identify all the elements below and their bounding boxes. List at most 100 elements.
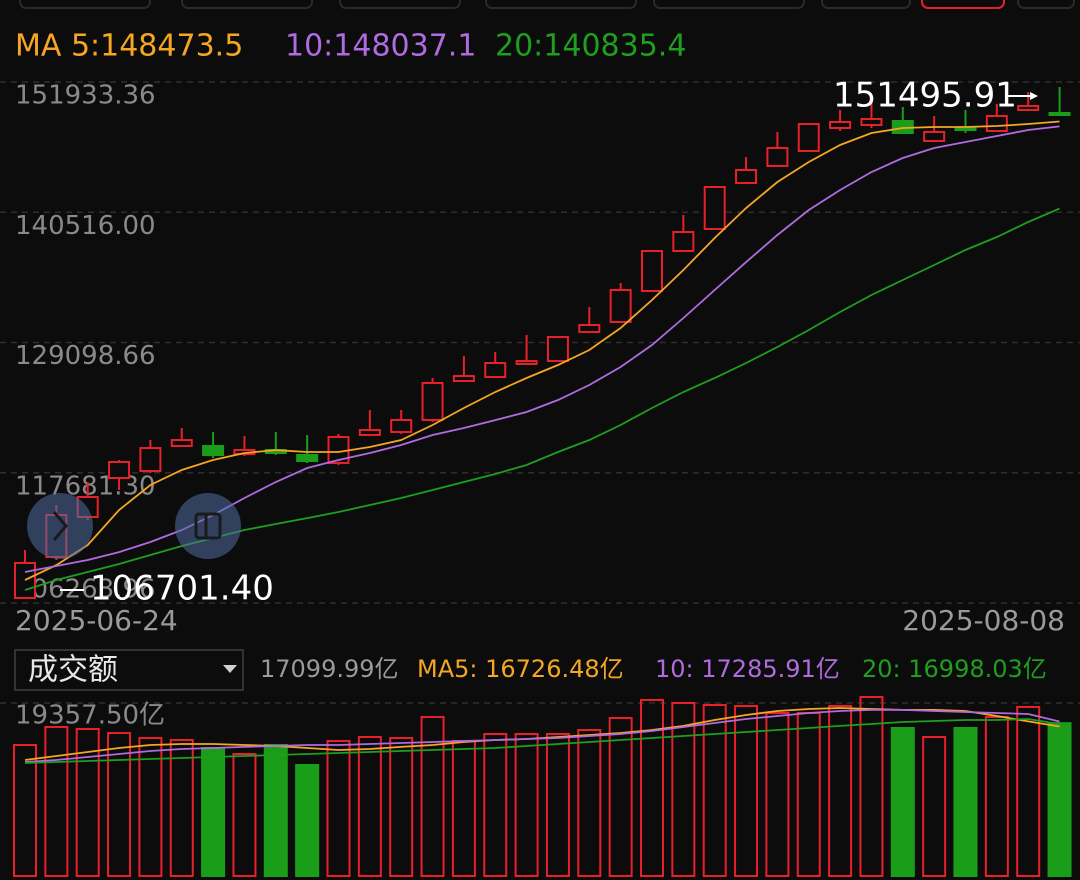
volume-bar [702,703,727,878]
volume-bar [765,711,790,878]
volume-bar [514,732,539,877]
candle-body [672,231,695,253]
current-volume: 17099.99亿 [260,655,399,683]
x-tick-label: 2025-08-08 [902,604,1065,637]
volume-bar [671,701,696,877]
volume-chart: 19357.50亿 17099.99亿 MA5: 16726.48亿 10: 1728… [0,655,1080,878]
volume-bar [545,732,570,877]
volume-bar [357,735,382,877]
volume-bar [890,726,915,877]
candle-body [1017,105,1040,111]
legend-entry: MA5: 16726.48亿 [417,655,624,683]
candle-body [390,419,413,434]
volume-bar [953,726,978,877]
volume-bar [734,704,759,877]
candle-body [139,447,162,473]
volume-bar [389,736,414,877]
volume-bar [1016,705,1041,877]
candle-body [515,360,538,366]
candle-body [829,121,852,130]
tab[interactable] [485,0,637,9]
candle-body [735,169,758,185]
volume-bar [75,727,100,878]
volume-bar [1047,722,1072,877]
candle-body [860,118,883,127]
ma-line [24,120,1060,581]
indicator-dropdown[interactable] [14,649,244,691]
legend-entry: 20: 16998.03亿 [862,655,1047,683]
max-annotation: 151495.91 [833,76,1017,116]
candle-body [546,336,569,363]
volume-bar [984,715,1009,877]
legend-entry: 10: 17285.91亿 [655,655,840,683]
volume-bar [420,715,445,877]
tab[interactable] [653,0,805,9]
candle-body [296,454,319,463]
candle-body [954,127,977,132]
y-tick-label: 151933.36 [15,81,156,111]
volume-bar [922,735,947,877]
volume-bar [577,728,602,877]
volume-bar [138,736,163,877]
volume-bar [608,716,633,878]
tool-button[interactable] [175,493,241,559]
candle-body [358,429,381,437]
candle-body [923,131,946,143]
volume-bar [295,763,320,878]
volume-bar [13,743,37,877]
volume-bar [232,752,257,878]
candle-body [202,445,225,457]
volume-bar [201,746,226,877]
candle-body [421,382,444,422]
chevron-icon [52,511,68,541]
min-annotation: 106701.40 [90,569,274,609]
tab-active[interactable] [921,0,1005,9]
candle-body [703,186,726,231]
dropdown-caret [223,665,237,673]
volume-bar [640,698,664,878]
ma-line [24,709,1060,763]
y-tick-label: 140516.00 [15,211,156,241]
legend-entry: 20:140835.4 [495,29,686,64]
max-arrow [1008,92,1038,100]
price-chart: 151933.36140516.00129098.66117681.301062… [0,29,1080,637]
tab[interactable] [821,0,911,9]
legend-entry: MA 5:148473.5 [15,29,243,64]
tab[interactable] [19,0,151,9]
candle-body [609,289,632,324]
volume-bar [483,732,508,877]
ma-line [24,718,1060,764]
tool-icon [194,512,222,540]
candle-body [484,362,507,379]
y-tick-label: 19357.50亿 [15,701,165,731]
candle-body [766,147,789,168]
volume-bar [44,725,69,877]
candle-body [452,375,475,383]
volume-bar [326,739,351,878]
y-tick-label: 106263.96 [15,575,156,605]
volume-bar [263,743,288,877]
period-tabs [19,0,1075,9]
candle-body [108,461,131,480]
legend-entry: 10:148037.1 [285,29,476,64]
y-tick-label: 129098.66 [15,341,156,371]
candle-body [1048,111,1071,117]
candle-body [985,115,1008,133]
volume-bar [107,731,132,878]
tab[interactable] [339,0,461,9]
candle-body [578,324,601,334]
candle-body [170,439,193,448]
overlay-buttons [27,493,241,559]
volume-bar [859,695,884,878]
tab[interactable] [181,0,313,9]
volume-bar [169,738,194,877]
tab[interactable] [1017,0,1075,9]
candle-body [14,562,36,600]
candle-body [641,250,663,293]
dropdown-label: 成交额 [28,653,118,688]
expand-button[interactable] [27,493,93,559]
candle-body [797,123,820,153]
volume-bar [828,704,853,877]
